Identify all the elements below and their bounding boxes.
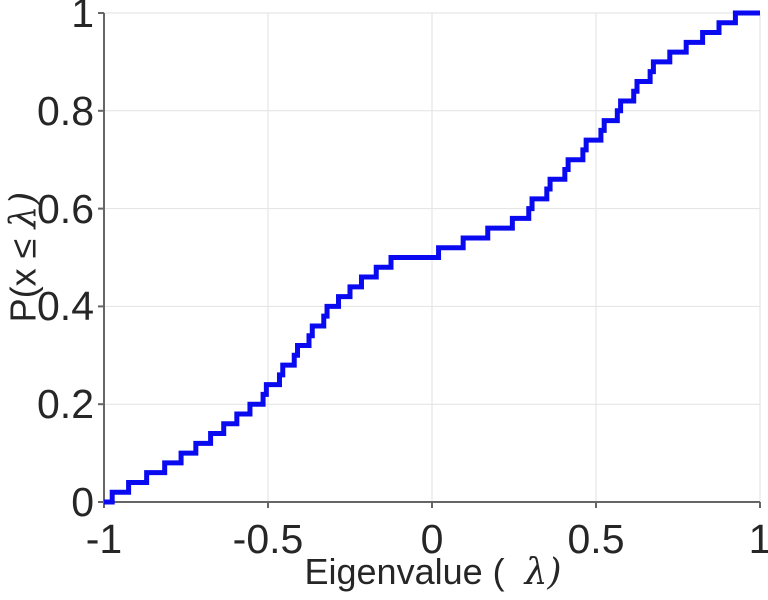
y-tick-label: 1 bbox=[71, 0, 94, 36]
x-tick-label: -1 bbox=[85, 516, 123, 562]
x-tick-label: -0.5 bbox=[232, 516, 304, 562]
y-tick-label: 0.2 bbox=[37, 381, 94, 428]
y-axis-label-text: P(x ≤ bbox=[2, 228, 44, 323]
x-tick-label: 1 bbox=[748, 516, 768, 562]
x-tick-label: 0.5 bbox=[567, 516, 625, 562]
y-tick-label: 0 bbox=[71, 479, 94, 525]
y-axis-label: P(x ≤ λ) bbox=[2, 191, 45, 323]
ecdf-stairs-line bbox=[104, 10, 760, 505]
y-tick-label: 0.6 bbox=[37, 185, 94, 232]
x-tick-label: 0 bbox=[420, 516, 444, 562]
y-axis-label-lambda: λ) bbox=[3, 191, 45, 229]
x-axis-label-text: Eigenvalue ( bbox=[304, 551, 525, 592]
x-axis-label-lambda: λ) bbox=[524, 552, 562, 593]
x-axis-label: Eigenvalue ( λ) bbox=[304, 553, 561, 592]
y-tick-label: 0.4 bbox=[37, 283, 94, 330]
y-tick-label: 0.8 bbox=[37, 87, 94, 134]
